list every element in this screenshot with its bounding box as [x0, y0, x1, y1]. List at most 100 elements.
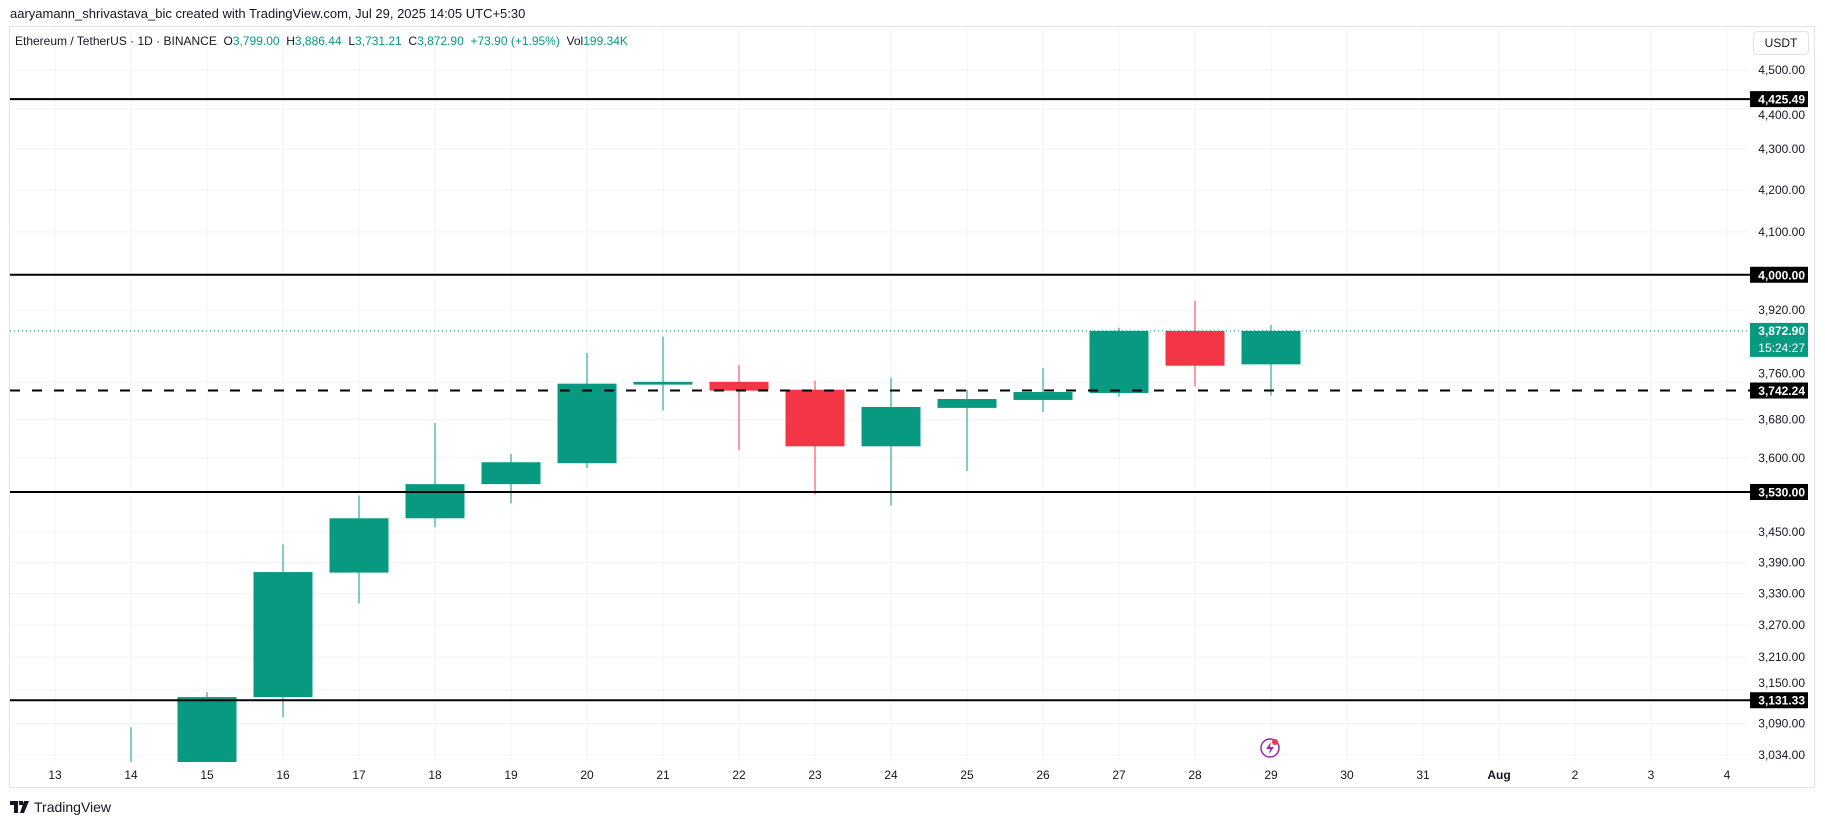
chart-frame [9, 26, 1815, 788]
time-axis-label: 26 [1036, 768, 1050, 782]
candle[interactable] [709, 364, 769, 451]
price-axis-label: 3,090.00 [1758, 716, 1805, 730]
alert-lightning-icon[interactable] [1260, 738, 1280, 758]
level-price-tag [1750, 266, 1808, 283]
level-price-tag [1750, 382, 1808, 399]
time-axis-label: 21 [656, 768, 670, 782]
price-axis-label: 3,920.00 [1758, 303, 1805, 317]
level-price-label: 3,131.33 [1758, 694, 1805, 708]
level-price-label: 4,425.49 [1758, 93, 1805, 107]
logo-text: TradingView [34, 799, 112, 815]
time-axis-label: 27 [1112, 768, 1126, 782]
candle-body [1165, 330, 1225, 366]
candle[interactable] [102, 727, 161, 807]
candle-body [481, 462, 541, 485]
price-axis-label: 3,390.00 [1758, 555, 1805, 569]
candle-body [937, 399, 997, 408]
lightning-glyph [1266, 742, 1274, 754]
candle[interactable] [405, 422, 465, 528]
candle-body [557, 383, 617, 464]
change-value: +73.90 (+1.95%) [470, 34, 560, 48]
chart-attribution: aaryamann_shrivastava_bic created with T… [10, 6, 526, 21]
candle-body [253, 572, 313, 698]
price-axis-label: 3,450.00 [1758, 525, 1805, 539]
time-axis[interactable]: 13 14 15 16 17 18 19 20 21 22 23 24 25 26 27 28 29 30 31 Au… [48, 768, 1730, 782]
time-axis-label: Aug [1487, 768, 1510, 782]
time-axis-label: 20 [580, 768, 594, 782]
high-value: 3,886.44 [294, 34, 342, 48]
low-value: 3,731.21 [355, 34, 402, 48]
bar-countdown-label: 15:24:27 [1758, 341, 1805, 355]
candle-body [1241, 330, 1301, 365]
symbol-legend[interactable]: Ethereum / TetherUS · 1D · BINANCE O3,79… [15, 34, 628, 48]
candle[interactable] [1165, 300, 1225, 387]
candle[interactable] [253, 544, 313, 718]
candle[interactable] [1241, 324, 1301, 396]
time-axis-label: 29 [1264, 768, 1278, 782]
time-axis-label: 18 [428, 768, 442, 782]
time-axis-label: 16 [276, 768, 290, 782]
candle[interactable] [177, 692, 237, 804]
price-axis-label: 4,100.00 [1758, 225, 1805, 239]
price-axis-label: 3,150.00 [1758, 676, 1805, 690]
tradingview-logo[interactable]: TradingView [10, 799, 111, 815]
candle[interactable] [329, 495, 389, 604]
level-price-label: 3,742.24 [1758, 384, 1805, 398]
candle-body [861, 406, 921, 447]
horizontal-levels[interactable] [10, 98, 1750, 702]
volume-label: Vol [566, 34, 584, 48]
candle[interactable] [1013, 368, 1073, 413]
candle[interactable] [861, 377, 921, 506]
currency-button[interactable]: USDT [1753, 31, 1809, 55]
price-axis-label: 3,600.00 [1758, 451, 1805, 465]
last-price-label: 3,872.90 [1758, 324, 1805, 338]
time-axis-label: 23 [808, 768, 822, 782]
price-axis-label: 3,330.00 [1758, 586, 1805, 600]
volume-value: 199.34K [583, 34, 628, 48]
time-axis-label: 19 [504, 768, 518, 782]
time-axis-label: 22 [732, 768, 746, 782]
candle-body [633, 381, 693, 385]
candle[interactable] [937, 389, 997, 471]
candle[interactable] [481, 454, 541, 504]
price-axis-label: 3,034.00 [1758, 748, 1805, 762]
candle-body [1089, 330, 1149, 393]
candle-body [709, 381, 769, 391]
level-price-tag [1750, 692, 1808, 709]
level-price-label: 3,530.00 [1758, 485, 1805, 499]
open-label: O [223, 34, 233, 48]
level-price-tag [1750, 91, 1808, 108]
time-axis-label: 13 [48, 768, 62, 782]
last-price-tag [1750, 322, 1808, 357]
price-axis-label: 4,300.00 [1758, 142, 1805, 156]
level-price-tag [1750, 483, 1808, 500]
candle[interactable] [557, 352, 617, 469]
price-axis-label: 3,760.00 [1758, 367, 1805, 381]
open-value: 3,799.00 [232, 34, 280, 48]
level-price-label: 4,000.00 [1758, 268, 1805, 282]
candle[interactable] [1089, 327, 1149, 397]
alert-dot [1272, 739, 1278, 745]
close-value: 3,872.90 [417, 34, 464, 48]
price-axis-label: 4,500.00 [1758, 63, 1805, 77]
candle-body [329, 518, 389, 573]
candle-body [177, 697, 237, 762]
price-axis-label: 3,210.00 [1758, 650, 1805, 664]
price-axis-labels: 4,425.49 4,000.00 3,742.24 3,530.00 3,131.33… [1750, 91, 1808, 709]
time-axis-label: 28 [1188, 768, 1202, 782]
time-axis-label: 2 [1572, 768, 1579, 782]
symbol-name[interactable]: Ethereum / TetherUS · 1D · BINANCE [15, 34, 217, 48]
time-axis-label: 14 [124, 768, 138, 782]
price-axis[interactable]: 4,500.00 4,400.00 4,300.00 4,200.00 4,100.00… [1758, 63, 1805, 762]
candle[interactable] [633, 336, 693, 411]
time-axis-label: 25 [960, 768, 974, 782]
price-axis-label: 3,680.00 [1758, 413, 1805, 427]
candle-body [785, 389, 845, 447]
candle[interactable] [785, 380, 845, 495]
time-axis-label: 31 [1416, 768, 1430, 782]
time-axis-label: 30 [1340, 768, 1354, 782]
time-axis-label: 3 [1648, 768, 1655, 782]
high-label: H [286, 34, 295, 48]
time-axis-label: 17 [352, 768, 366, 782]
